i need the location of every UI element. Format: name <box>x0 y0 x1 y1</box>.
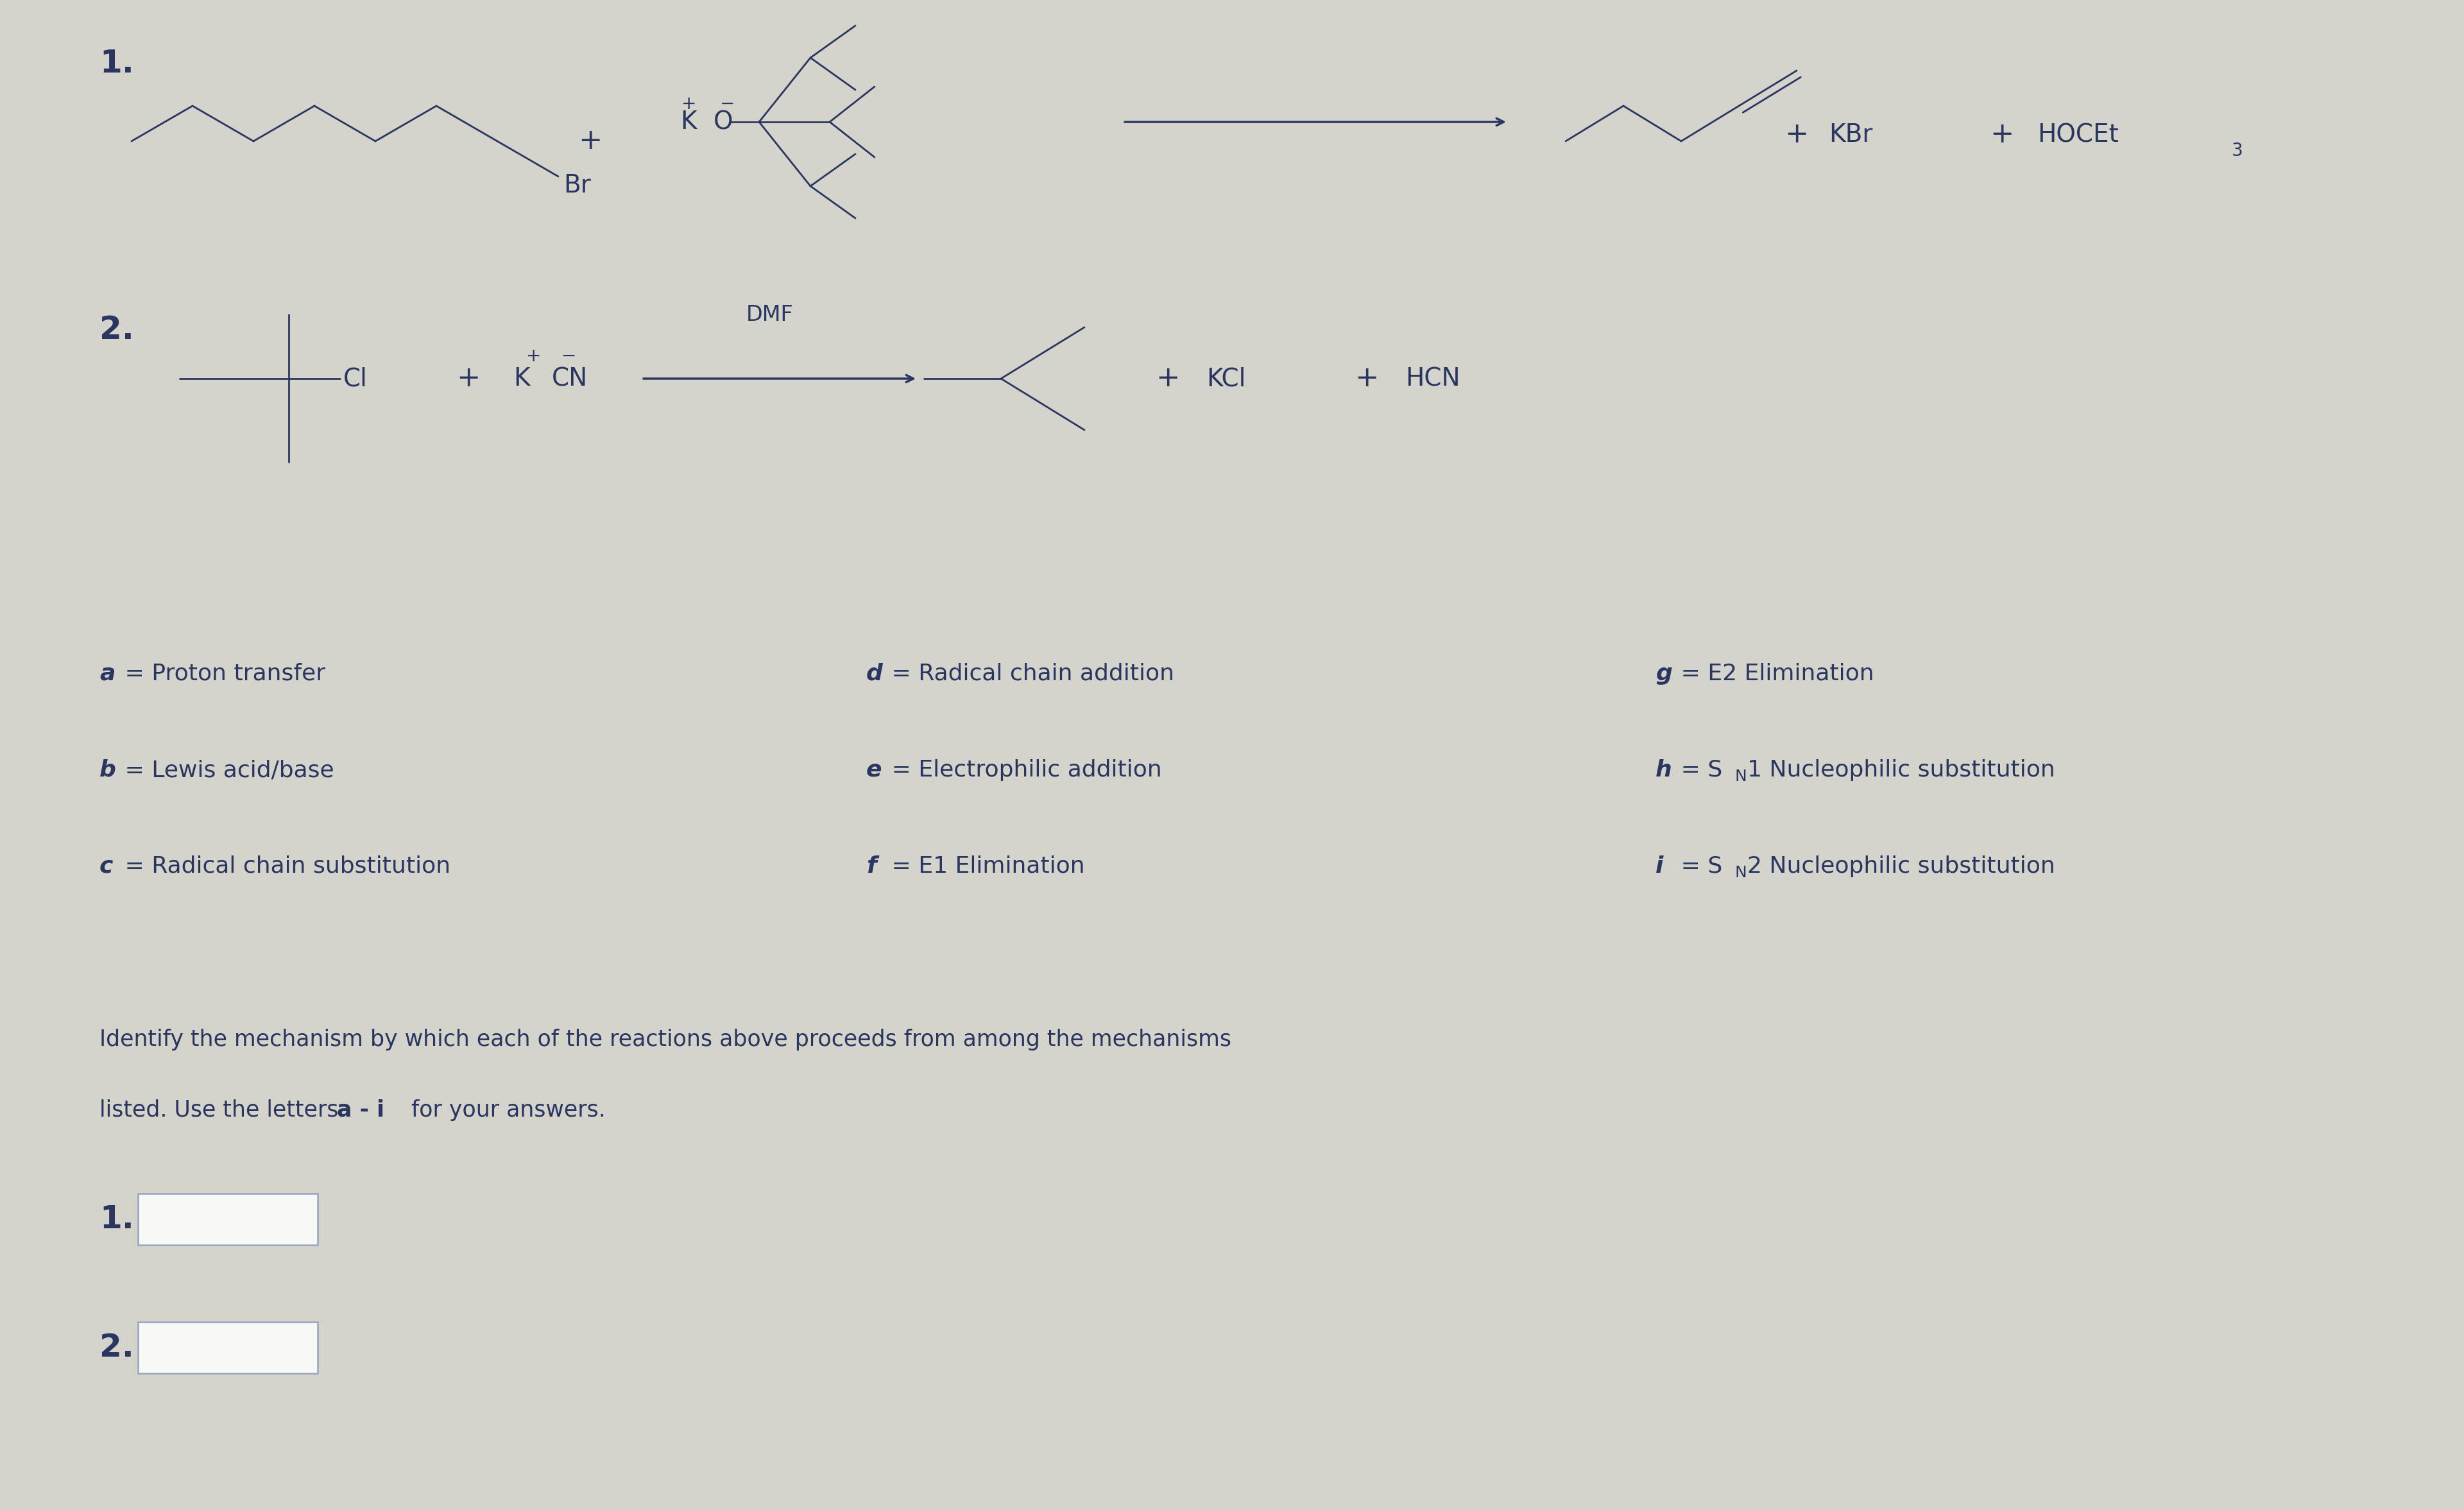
Text: listed. Use the letters: listed. Use the letters <box>99 1099 345 1120</box>
Text: O: O <box>715 110 734 134</box>
FancyBboxPatch shape <box>138 1321 318 1373</box>
Text: h: h <box>1656 760 1673 781</box>
Text: f: f <box>867 856 877 877</box>
Text: a - i: a - i <box>338 1099 384 1120</box>
Text: DMF: DMF <box>747 304 793 325</box>
Text: 2.: 2. <box>99 314 133 346</box>
Text: Cl: Cl <box>342 367 367 391</box>
Text: K: K <box>680 110 697 134</box>
Text: HCN: HCN <box>1404 367 1461 391</box>
Text: 3: 3 <box>2232 142 2242 160</box>
Text: KCl: KCl <box>1207 367 1247 391</box>
Text: for your answers.: for your answers. <box>404 1099 606 1120</box>
Text: = Electrophilic addition: = Electrophilic addition <box>885 760 1163 781</box>
Text: +: + <box>1784 121 1809 148</box>
Text: c: c <box>99 856 113 877</box>
Text: −: − <box>719 95 734 113</box>
Text: 1 Nucleophilic substitution: 1 Nucleophilic substitution <box>1747 760 2055 781</box>
Text: = Radical chain substitution: = Radical chain substitution <box>118 856 451 877</box>
Text: = Proton transfer: = Proton transfer <box>118 663 325 684</box>
Text: = S: = S <box>1673 760 1722 781</box>
Text: e: e <box>867 760 882 781</box>
Text: 2.: 2. <box>99 1332 133 1364</box>
Text: +: + <box>527 347 542 365</box>
Text: i: i <box>1656 856 1663 877</box>
Text: = S: = S <box>1673 856 1722 877</box>
Text: d: d <box>867 663 882 684</box>
Text: = Radical chain addition: = Radical chain addition <box>885 663 1175 684</box>
Text: K: K <box>513 367 530 391</box>
Text: KBr: KBr <box>1828 122 1873 146</box>
Text: N: N <box>1735 865 1747 880</box>
Text: = E1 Elimination: = E1 Elimination <box>885 856 1084 877</box>
Text: +: + <box>456 365 480 393</box>
Text: a: a <box>99 663 116 684</box>
Text: +: + <box>1355 365 1380 393</box>
Text: 1.: 1. <box>99 1203 133 1235</box>
Text: −: − <box>562 347 577 365</box>
Text: Identify the mechanism by which each of the reactions above proceeds from among : Identify the mechanism by which each of … <box>99 1028 1232 1051</box>
Text: = Lewis acid/base: = Lewis acid/base <box>118 760 335 781</box>
Text: b: b <box>99 760 116 781</box>
Text: N: N <box>1735 769 1747 784</box>
Text: CN: CN <box>552 367 589 391</box>
Text: +: + <box>579 127 601 156</box>
Text: +: + <box>1991 121 2013 148</box>
Text: +: + <box>1156 365 1180 393</box>
Text: HOCEt: HOCEt <box>2038 122 2119 146</box>
Text: g: g <box>1656 663 1673 684</box>
Text: = E2 Elimination: = E2 Elimination <box>1673 663 1875 684</box>
Text: 2 Nucleophilic substitution: 2 Nucleophilic substitution <box>1747 856 2055 877</box>
Text: +: + <box>683 95 697 113</box>
Text: Br: Br <box>564 174 591 198</box>
Text: 1.: 1. <box>99 48 133 79</box>
FancyBboxPatch shape <box>138 1193 318 1244</box>
